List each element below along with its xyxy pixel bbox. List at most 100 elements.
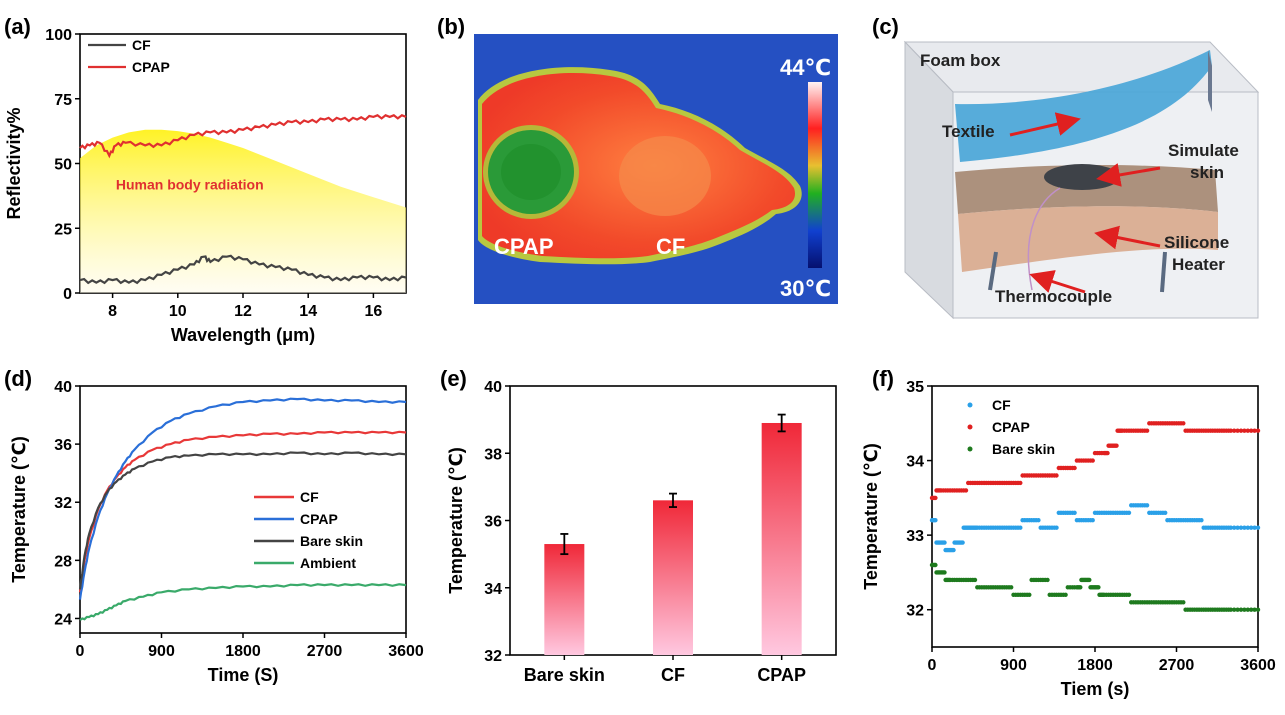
data-point (1252, 428, 1257, 433)
legend-marker-cf (967, 402, 973, 408)
x-tick-label: 900 (148, 643, 175, 660)
bar-cf (653, 500, 693, 655)
y-tick-label: 32 (484, 648, 502, 665)
data-point (933, 495, 938, 501)
data-point (1245, 607, 1251, 612)
category-label: CF (661, 665, 685, 685)
thermal-label-cf: CF (656, 234, 685, 259)
panel-b-thermal-image: (b) 44℃ 30℃ CPAP CF (437, 14, 838, 304)
data-point (1105, 450, 1110, 456)
data-point (1009, 585, 1014, 590)
data-point (1045, 577, 1050, 583)
silicone-label: Silicone (1164, 233, 1229, 252)
data-point (1144, 428, 1150, 433)
data-point (1181, 600, 1186, 605)
legend-label-bare-skin: Bare skin (992, 441, 1055, 457)
data-point (1054, 525, 1059, 530)
human-body-radiation-area (80, 129, 406, 293)
x-axis-label: Wavelength (μm) (171, 325, 315, 345)
y-tick-label: 35 (906, 379, 924, 396)
data-point (1249, 525, 1254, 530)
x-tick-label: 1800 (225, 643, 261, 660)
x-tick-label: 2700 (307, 643, 343, 660)
y-axis-label: Temperature (℃) (9, 436, 29, 583)
x-tick-label: 12 (234, 303, 252, 320)
thermal-min-label: 30℃ (780, 276, 831, 301)
data-point (1018, 525, 1023, 530)
data-point (1072, 465, 1077, 471)
y-tick-label: 33 (906, 528, 924, 545)
y-tick-label: 40 (54, 379, 72, 396)
x-tick-label: 3600 (388, 643, 424, 660)
thermocouple-label: Thermocouple (995, 287, 1112, 306)
scatter-bare-skin (929, 562, 1261, 612)
support-leg-left (988, 251, 998, 291)
panel-e-temperature-bar-chart: (e) 32 34 36 38 40 Temperature (℃) Bare skin CF… (440, 366, 837, 685)
x-tick-label: 2700 (1159, 657, 1195, 674)
data-point (1238, 525, 1244, 530)
support-leg-right (1160, 251, 1167, 293)
category-label: Bare skin (524, 665, 605, 685)
data-point (1249, 428, 1254, 433)
data-point (1072, 510, 1077, 515)
series-line-cpap (78, 397, 407, 600)
x-tick-label: 1800 (1077, 657, 1113, 674)
arrow-skin (1096, 163, 1161, 187)
data-point (1181, 421, 1186, 426)
data-point (1255, 525, 1261, 530)
data-point (1252, 607, 1257, 612)
y-tick-label: 25 (54, 221, 72, 238)
data-point (1255, 428, 1261, 433)
series-line-ambient (79, 583, 407, 621)
legend-label-cpap: CPAP (300, 511, 338, 527)
panel-label-c: (c) (872, 14, 899, 39)
y-tick-label: 24 (54, 611, 72, 628)
data-point (942, 570, 947, 575)
data-point (1027, 592, 1032, 597)
textile-edge (1208, 50, 1212, 112)
legend-label-cf: CF (132, 37, 151, 53)
x-tick-label: 16 (365, 303, 383, 320)
y-tick-label: 36 (484, 514, 502, 531)
data-point (960, 540, 965, 545)
data-point (1228, 428, 1234, 433)
x-axis-label: Tiem (s) (1061, 679, 1130, 699)
legend-label-cf: CF (992, 397, 1011, 413)
data-point (1096, 585, 1101, 590)
y-axis-label: Temperature (℃) (446, 447, 466, 594)
x-tick-label: 900 (1000, 657, 1027, 674)
series-line-cpap (79, 114, 407, 159)
y-tick-label: 75 (54, 92, 72, 109)
thermal-cf-region (619, 136, 711, 216)
bar-cpap (761, 422, 802, 655)
x-tick-label: 10 (169, 303, 187, 320)
y-tick-label: 34 (484, 581, 502, 598)
data-point (1199, 518, 1204, 523)
panel-label-f: (f) (872, 366, 894, 391)
data-point (963, 488, 969, 493)
data-point (933, 518, 938, 523)
data-point (1232, 607, 1237, 612)
data-point (1232, 525, 1237, 530)
panel-label-e: (e) (440, 366, 467, 391)
y-tick-label: 32 (54, 495, 72, 512)
data-point (1078, 585, 1083, 590)
data-point (1235, 428, 1240, 433)
data-point (933, 562, 938, 568)
simulate-skin-label-1: Simulate (1168, 141, 1239, 160)
panel-a-reflectivity-chart: (a) 8 10 12 14 16 0 25 50 75 100 Wavelength (μm) Re… (4, 14, 407, 345)
data-point (1245, 428, 1251, 433)
x-tick-label: 8 (108, 303, 117, 320)
data-point (1036, 518, 1041, 523)
simulate-skin-label-2: skin (1190, 163, 1224, 182)
foam-box-label: Foam box (920, 51, 1001, 70)
panel-label-d: (d) (4, 366, 32, 391)
textile-label: Textile (942, 122, 995, 141)
scatter-cpap (929, 421, 1261, 501)
y-tick-label: 38 (484, 446, 502, 463)
legend-label-cpap: CPAP (132, 59, 170, 75)
data-point (1245, 525, 1251, 530)
series-line-bare-skin (78, 451, 407, 590)
data-point (1054, 473, 1059, 478)
